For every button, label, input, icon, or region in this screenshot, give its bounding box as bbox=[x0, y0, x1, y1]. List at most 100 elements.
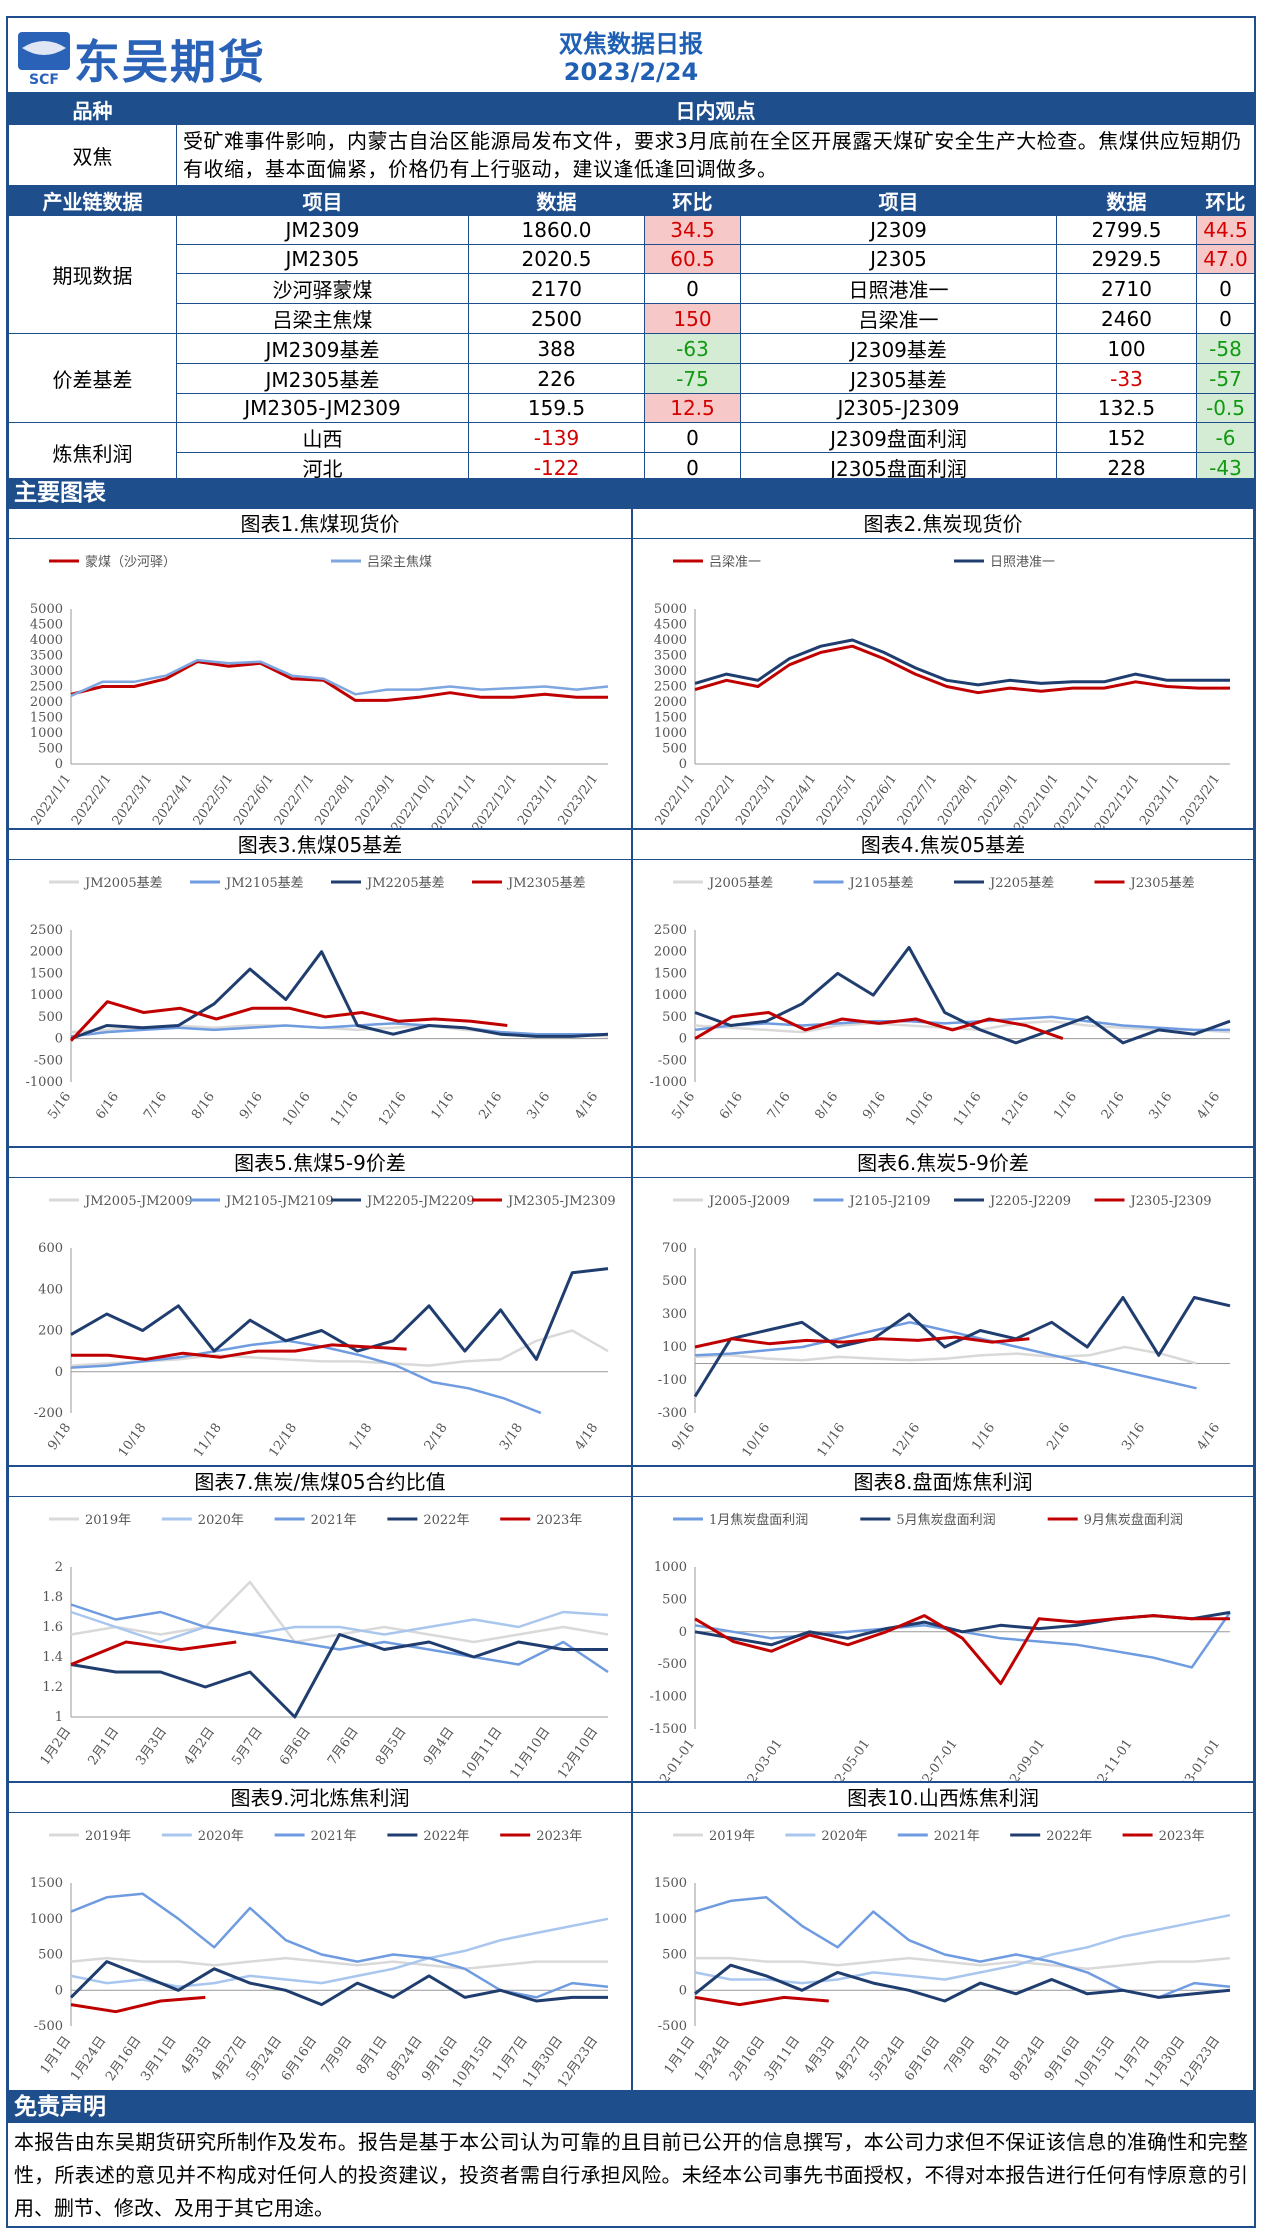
y-tick-label: 1.4 bbox=[42, 1650, 63, 1665]
x-tick-label: 11/18 bbox=[191, 1421, 225, 1460]
report-title: 双焦数据日报 bbox=[559, 30, 703, 58]
x-tick-label: 11/16 bbox=[328, 1090, 362, 1129]
x-tick-label: 2022/5/1 bbox=[814, 772, 860, 828]
right-change: -58 bbox=[1196, 333, 1255, 364]
chart-panel: 图表8.盘面炼焦利润 1月焦炭盘面利润 5月焦炭盘面利润 9月焦炭盘面利润 -1500 -… bbox=[632, 1466, 1254, 1782]
legend-label: 2020年 bbox=[198, 1829, 244, 1844]
y-tick-label: 1 bbox=[55, 1710, 63, 1725]
y-tick-label: 200 bbox=[38, 1324, 63, 1339]
legend-label: 吕梁主焦煤 bbox=[367, 555, 432, 570]
y-tick-label: 300 bbox=[662, 1307, 687, 1322]
x-tick-label: 2022/2/1 bbox=[693, 772, 739, 828]
y-tick-label: 600 bbox=[38, 1241, 63, 1256]
x-tick-label: 2022/8/1 bbox=[935, 772, 981, 828]
series-line-2 bbox=[693, 1296, 1231, 1398]
legend-label: JM2205-JM2209 bbox=[365, 1194, 475, 1209]
chain-header-0: 产业链数据 bbox=[8, 185, 177, 216]
chart-title: 图表3.焦煤05基差 bbox=[9, 830, 631, 860]
x-tick-label: 4月3日 bbox=[802, 2034, 839, 2077]
series-line-2 bbox=[694, 1614, 1230, 1686]
x-tick-label: 3月11日 bbox=[762, 2034, 803, 2084]
x-tick-label: 1月2日 bbox=[38, 1725, 75, 1768]
y-tick-label: -200 bbox=[34, 1406, 63, 1421]
legend-label: J2105基差 bbox=[848, 876, 914, 891]
table-row: JM2305基差 226 -75 J2305基差 -33 -57 bbox=[9, 363, 1255, 394]
legend-label: 蒙煤（沙河驿） bbox=[85, 555, 176, 570]
group-label: 期现数据 bbox=[8, 215, 177, 334]
group-label: 炼焦利润 bbox=[8, 422, 177, 483]
y-tick-label: 0 bbox=[55, 1032, 63, 1047]
left-item: JM2305-JM2309 bbox=[176, 393, 469, 423]
page-frame bbox=[6, 16, 1256, 2228]
x-tick-label: 6月16日 bbox=[902, 2034, 943, 2084]
series-line-3 bbox=[70, 1633, 608, 1719]
x-tick-label: 7月6日 bbox=[325, 1725, 362, 1768]
x-tick-label: 9月4日 bbox=[421, 1725, 458, 1768]
x-tick-label: 12/16 bbox=[889, 1421, 923, 1460]
chart-svg: J2005基差 J2105基差 J2205基差 J2305基差 -1000 -500 0 50… bbox=[650, 876, 1231, 1129]
chart-svg: J2005-J2009 J2105-J2109 J2205-J2209 J2305-J… bbox=[658, 1194, 1231, 1460]
y-tick-label: 1000 bbox=[30, 1912, 63, 1927]
x-tick-label: 2/16 bbox=[1044, 1421, 1073, 1454]
x-tick-label: 2023-01-01 bbox=[1168, 1737, 1223, 1781]
legend-label: J2305-J2309 bbox=[1129, 1194, 1212, 1209]
chain-header-1: 项目 bbox=[176, 185, 469, 216]
charts-section-title: 主要图表 bbox=[8, 478, 1254, 508]
x-tick-label: 12/16 bbox=[999, 1090, 1033, 1129]
series-line-1 bbox=[70, 1917, 609, 1988]
chart-panel: 图表7.焦炭/焦煤05合约比值 2019年 2020年 2021年 2022年 2023年… bbox=[8, 1466, 632, 1782]
legend-label: JM2005基差 bbox=[83, 876, 163, 891]
x-tick-label: 2022/1/1 bbox=[652, 772, 698, 828]
x-tick-label: 12/18 bbox=[266, 1421, 300, 1460]
company-logo: SCF 东吴期货 bbox=[12, 22, 302, 92]
y-tick-label: 2500 bbox=[654, 923, 687, 938]
series-line-0 bbox=[695, 1956, 1231, 1971]
series-line-3 bbox=[69, 1960, 608, 2007]
right-item: 吕梁准一 bbox=[740, 303, 1057, 334]
legend-label: 2019年 bbox=[85, 1513, 131, 1528]
legend-label: 吕梁准一 bbox=[709, 555, 761, 570]
y-tick-label: 500 bbox=[38, 1948, 63, 1963]
y-tick-label: 3500 bbox=[654, 649, 687, 664]
chain-header-2: 数据 bbox=[468, 185, 645, 216]
x-tick-label: 2022/7/1 bbox=[272, 772, 318, 828]
right-value: 100 bbox=[1056, 333, 1197, 364]
y-tick-label: 1500 bbox=[654, 966, 687, 981]
y-tick-label: 2000 bbox=[654, 945, 687, 960]
left-value: 2170 bbox=[468, 273, 645, 304]
left-item: JM2309 bbox=[176, 215, 469, 245]
series-line-0 bbox=[70, 660, 608, 702]
x-tick-label: 2/18 bbox=[422, 1421, 451, 1454]
chart-title: 图表9.河北炼焦利润 bbox=[9, 1783, 631, 1813]
y-tick-label: 1.8 bbox=[42, 1590, 63, 1605]
series-line-2 bbox=[70, 1267, 609, 1361]
y-tick-label: 0 bbox=[679, 1983, 687, 1998]
chart-title: 图表7.焦炭/焦煤05合约比值 bbox=[9, 1467, 631, 1497]
left-change: 150 bbox=[644, 303, 741, 334]
x-tick-label: 9/16 bbox=[237, 1090, 266, 1123]
y-tick-label: 2500 bbox=[30, 680, 63, 695]
y-tick-label: 500 bbox=[662, 1274, 687, 1289]
series-line-1 bbox=[70, 658, 609, 697]
left-item: 沙河驿蒙煤 bbox=[176, 273, 469, 304]
right-value: 2710 bbox=[1056, 273, 1197, 304]
x-tick-label: 9/16 bbox=[860, 1090, 889, 1123]
x-tick-label: 1/18 bbox=[346, 1421, 375, 1454]
table-row: 期现数据 JM2309 1860.0 34.5 J2309 2799.5 44.5 bbox=[8, 215, 1255, 334]
left-item: 吕梁主焦煤 bbox=[176, 303, 469, 334]
chain-header-3: 环比 bbox=[644, 185, 741, 216]
x-tick-label: 8月1日 bbox=[977, 2034, 1014, 2077]
chart-title: 图表2.焦炭现货价 bbox=[633, 509, 1253, 539]
legend-label: JM2305-JM2309 bbox=[506, 1194, 616, 1209]
left-value: 1860.0 bbox=[468, 215, 645, 245]
legend-label: JM2105基差 bbox=[224, 876, 304, 891]
left-item: 山西 bbox=[176, 422, 469, 453]
series-line-3 bbox=[69, 1000, 508, 1042]
y-tick-label: 1.6 bbox=[42, 1620, 63, 1635]
x-tick-label: 11/16 bbox=[951, 1090, 985, 1129]
y-tick-label: 3000 bbox=[30, 664, 63, 679]
x-tick-label: 5/16 bbox=[45, 1090, 74, 1123]
y-tick-label: 0 bbox=[55, 1983, 63, 1998]
y-tick-label: 1000 bbox=[654, 1912, 687, 1927]
y-tick-label: 4000 bbox=[654, 633, 687, 648]
